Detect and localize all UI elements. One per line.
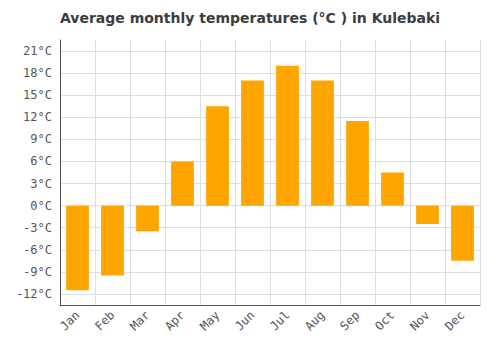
svg-text:Aug: Aug [302, 308, 327, 333]
svg-text:9°C: 9°C [30, 132, 52, 146]
svg-text:Feb: Feb [92, 308, 117, 333]
svg-text:-3°C: -3°C [23, 221, 52, 235]
svg-text:Apr: Apr [162, 308, 187, 333]
svg-text:Jul: Jul [267, 308, 292, 333]
svg-text:Average monthly temperatures (: Average monthly temperatures (°C ) in Ku… [60, 10, 440, 26]
svg-text:21°C: 21°C [23, 44, 52, 58]
svg-text:12°C: 12°C [23, 110, 52, 124]
svg-text:15°C: 15°C [23, 88, 52, 102]
svg-text:Dec: Dec [442, 308, 467, 333]
svg-text:Sep: Sep [337, 308, 362, 333]
svg-text:Mar: Mar [127, 308, 152, 333]
svg-text:Nov: Nov [407, 308, 432, 333]
svg-text:6°C: 6°C [30, 154, 52, 168]
svg-text:Oct: Oct [372, 308, 397, 333]
svg-text:-12°C: -12°C [16, 287, 52, 301]
svg-text:0°C: 0°C [30, 199, 52, 213]
svg-text:-6°C: -6°C [23, 243, 52, 257]
svg-text:18°C: 18°C [23, 66, 52, 80]
svg-text:-9°C: -9°C [23, 265, 52, 279]
svg-text:May: May [197, 308, 222, 333]
svg-text:Jun: Jun [232, 308, 257, 333]
svg-text:3°C: 3°C [30, 177, 52, 191]
svg-text:Jan: Jan [57, 308, 82, 333]
